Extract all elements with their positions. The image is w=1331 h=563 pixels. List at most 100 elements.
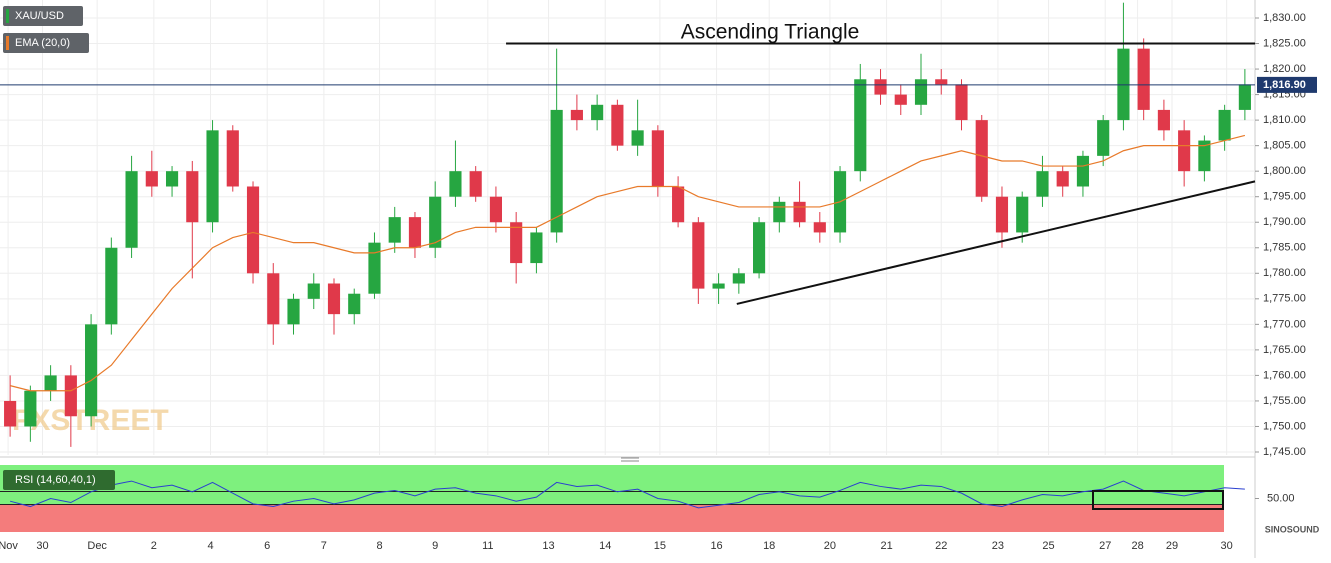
candle-body [692,222,705,289]
y-tick-label: 1,790.00 [1263,216,1306,228]
y-tick-label: 1,745.00 [1263,446,1306,458]
candle-body [854,79,867,172]
candle-body [611,104,624,146]
candle-body [793,201,806,223]
candle-body [651,130,664,187]
rsi-highlight [1092,490,1224,510]
candle-body [24,390,37,427]
candle-body [1137,48,1150,110]
candle-body [1016,196,1029,233]
y-tick-label: 1,775.00 [1263,293,1306,305]
candle-body [1198,140,1211,172]
x-tick-label: 21 [880,540,892,552]
y-tick-label: 1,810.00 [1263,114,1306,126]
candle-body [429,196,442,248]
rsi-y-tick-label: 50.00 [1267,492,1295,504]
candle-body [307,283,320,299]
x-tick-label: 15 [654,540,666,552]
candle-body [813,222,826,233]
y-tick-label: 1,800.00 [1263,165,1306,177]
x-tick-label: 9 [432,540,438,552]
x-tick-label: 28 [1131,540,1143,552]
candle-body [591,104,604,121]
candle-body [408,217,422,248]
x-tick-label: 2 [151,540,157,552]
rsi-upper-zone [0,465,1224,505]
candle-body [894,94,907,105]
candle-body [125,171,138,248]
candle-body [489,196,502,223]
y-tick-label: 1,785.00 [1263,242,1306,254]
x-tick-label: 8 [376,540,382,552]
x-tick-label: 13 [542,540,554,552]
x-tick-label: 11 [482,540,493,552]
x-tick-label: 27 [1099,540,1111,552]
legend-box [3,33,89,53]
x-tick-label: 18 [763,540,775,552]
candle-body [165,171,179,187]
logo: SINOSOUND [1265,524,1320,534]
legend-box [3,6,83,26]
rsi-lower-zone [0,504,1224,532]
x-tick-label: Nov [0,540,18,552]
candle-body [4,400,17,427]
x-tick-label: 16 [710,540,722,552]
candle-body [44,375,57,391]
candle-body [348,293,361,315]
candle-body [510,222,523,264]
legend-label: EMA (20,0) [15,37,70,49]
candle-body [1056,171,1069,187]
ema-line [9,134,1246,392]
candle-body [631,130,644,146]
candle-body [550,109,563,233]
candle-body [995,196,1009,233]
candle-body [186,171,199,223]
x-tick-label: Dec [87,540,107,552]
candle-body [753,222,766,274]
candle-body [975,120,988,197]
x-tick-label: 30 [1221,540,1233,552]
candle-body [773,201,786,223]
candle-body [469,171,482,197]
candle-body [206,130,219,223]
y-tick-label: 1,770.00 [1263,318,1306,330]
x-tick-label: 6 [264,540,270,552]
support-line [736,180,1256,305]
x-tick-label: 14 [599,540,611,552]
legend-box [3,470,115,490]
candle-body [530,232,543,264]
candle-body [368,242,381,294]
candle-body [327,283,341,315]
x-tick-label: 23 [992,540,1004,552]
candle-body [1157,109,1170,131]
y-tick-label: 1,780.00 [1263,267,1306,279]
candle-body [1097,120,1110,156]
last-price-box [1257,76,1317,93]
candle-body [732,273,745,284]
legend-label: RSI (14,60,40,1) [15,474,96,486]
legend-swatch [6,9,9,23]
candle-body [955,84,968,121]
candle-body [712,283,725,289]
candle-body [914,79,928,105]
x-tick-label: 22 [935,540,947,552]
candle-body [935,79,948,85]
y-tick-label: 1,755.00 [1263,395,1306,407]
candle-body [1036,171,1049,197]
y-tick-label: 1,765.00 [1263,344,1306,356]
candle-body [1238,84,1251,110]
x-tick-label: 20 [824,540,836,552]
candle-body [226,130,239,187]
last-price-label: 1,816.90 [1263,79,1306,91]
y-tick-label: 1,750.00 [1263,420,1306,432]
x-tick-label: 29 [1166,540,1178,552]
x-tick-label: 30 [36,540,48,552]
candle-body [64,375,77,417]
candle-body [1076,155,1090,187]
candle-body [85,324,98,417]
candle-body [267,273,280,325]
x-tick-label: 25 [1042,540,1054,552]
y-tick-label: 1,825.00 [1263,37,1306,49]
candle-body [105,247,118,325]
